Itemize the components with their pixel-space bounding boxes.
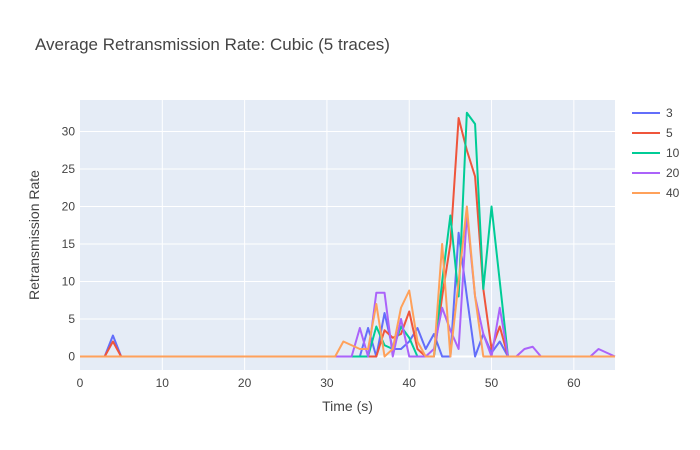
x-tick-label: 60 bbox=[567, 376, 581, 390]
x-axis-title: Time (s) bbox=[322, 398, 373, 414]
chart-title: Average Retransmission Rate: Cubic (5 tr… bbox=[35, 35, 390, 54]
plot-area bbox=[80, 100, 615, 370]
x-tick-label: 40 bbox=[403, 376, 417, 390]
y-tick-label: 5 bbox=[68, 312, 75, 326]
y-axis-title: Retransmission Rate bbox=[26, 170, 42, 300]
series-layer bbox=[80, 111, 616, 358]
y-tick-label: 25 bbox=[62, 162, 76, 176]
series-line-10 bbox=[80, 111, 615, 358]
y-tick-label: 15 bbox=[62, 237, 76, 251]
y-tick-label: 10 bbox=[62, 275, 76, 289]
series-line-40 bbox=[80, 205, 615, 358]
legend-label[interactable]: 10 bbox=[666, 146, 680, 160]
legend-label[interactable]: 3 bbox=[666, 106, 673, 120]
y-axis-ticks: 0 5 10 15 20 25 30 bbox=[62, 125, 76, 364]
series-line-20 bbox=[80, 213, 616, 358]
legend-label[interactable]: 40 bbox=[666, 186, 680, 200]
legend-label[interactable]: 5 bbox=[666, 126, 673, 140]
y-tick-label: 20 bbox=[62, 200, 76, 214]
x-tick-label: 20 bbox=[238, 376, 252, 390]
x-tick-label: 50 bbox=[485, 376, 499, 390]
x-tick-label: 10 bbox=[156, 376, 170, 390]
y-tick-label: 0 bbox=[68, 350, 75, 364]
x-tick-label: 0 bbox=[77, 376, 84, 390]
x-tick-label: 30 bbox=[320, 376, 334, 390]
legend: 3 5 10 20 40 bbox=[632, 106, 680, 200]
y-tick-label: 30 bbox=[62, 125, 76, 139]
x-axis-ticks: 0 10 20 30 40 50 60 bbox=[77, 376, 581, 390]
legend-label[interactable]: 20 bbox=[666, 166, 680, 180]
